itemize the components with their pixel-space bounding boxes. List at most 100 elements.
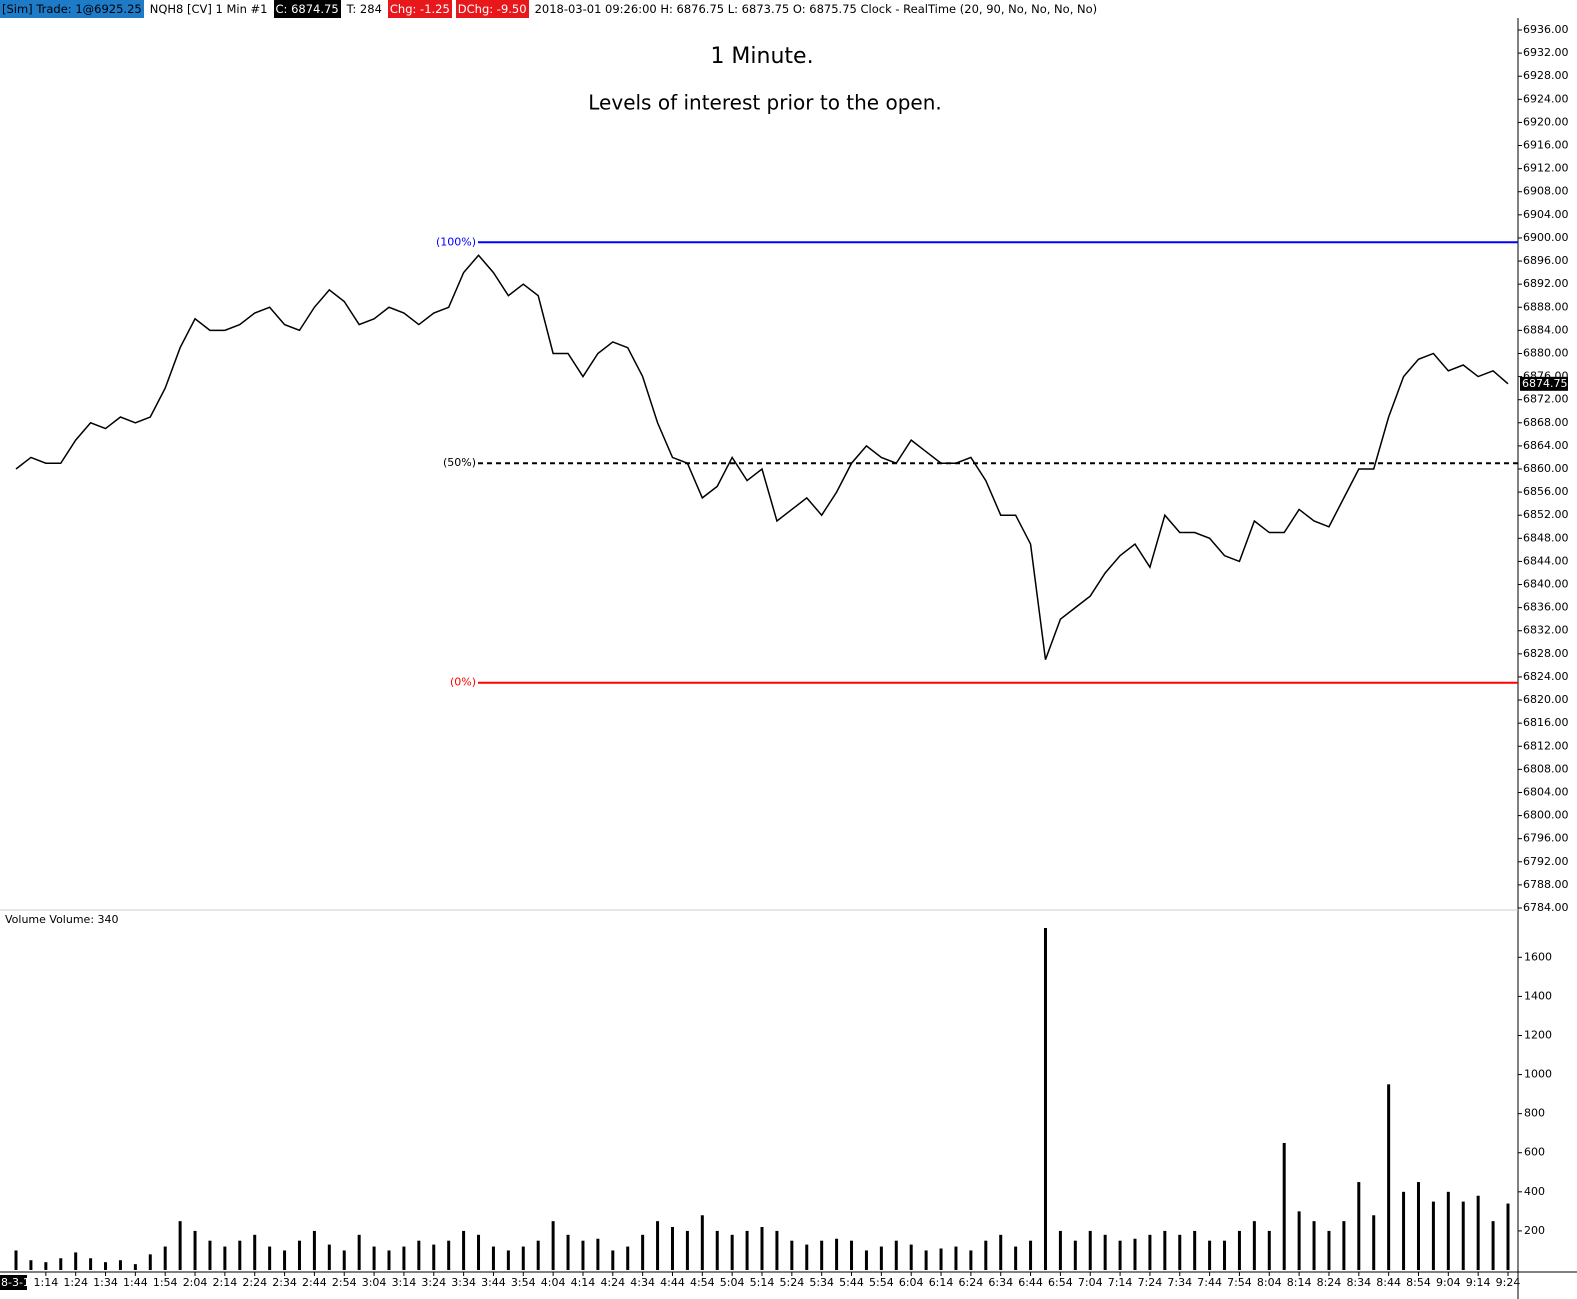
volume-bar bbox=[790, 1240, 794, 1270]
y-tick-label: 6812.00 bbox=[1523, 739, 1569, 752]
y-tick-label: 6888.00 bbox=[1523, 300, 1569, 313]
y-tick-label: 6920.00 bbox=[1523, 115, 1569, 128]
y-tick-label: 6848.00 bbox=[1523, 531, 1569, 544]
y-tick-label: 6816.00 bbox=[1523, 716, 1569, 729]
x-tick-label: 7:34 bbox=[1167, 1276, 1192, 1289]
volume-bar bbox=[641, 1234, 645, 1270]
volume-bar bbox=[432, 1244, 436, 1270]
volume-bar bbox=[387, 1250, 391, 1270]
x-tick-label: 9:04 bbox=[1436, 1276, 1461, 1289]
volume-bar bbox=[477, 1234, 481, 1270]
y-tick-label: 6932.00 bbox=[1523, 46, 1569, 59]
y-tick-label: 1400 bbox=[1524, 989, 1552, 1002]
volume-bar bbox=[402, 1246, 406, 1270]
x-tick-label: 7:04 bbox=[1078, 1276, 1103, 1289]
volume-bar bbox=[268, 1246, 272, 1270]
level-label: (100%) bbox=[436, 235, 476, 248]
volume-bar bbox=[1014, 1246, 1018, 1270]
y-tick-label: 6852.00 bbox=[1523, 508, 1569, 521]
volume-bar bbox=[685, 1230, 689, 1270]
volume-bar bbox=[163, 1246, 167, 1270]
volume-bar bbox=[805, 1244, 809, 1270]
x-tick-label: 7:54 bbox=[1227, 1276, 1252, 1289]
volume-bar bbox=[491, 1246, 495, 1270]
volume-bar bbox=[1416, 1182, 1420, 1270]
volume-bar bbox=[850, 1240, 854, 1270]
level-label: (0%) bbox=[450, 676, 476, 689]
x-tick-label: 6:34 bbox=[988, 1276, 1013, 1289]
y-tick-label: 200 bbox=[1524, 1224, 1545, 1237]
volume-bar bbox=[521, 1246, 525, 1270]
volume-bar bbox=[1446, 1191, 1450, 1270]
volume-label: Volume Volume: 340 bbox=[5, 913, 119, 926]
y-tick-label: 600 bbox=[1524, 1146, 1545, 1159]
volume-bar bbox=[1223, 1240, 1227, 1270]
x-tick-label: 1:24 bbox=[63, 1276, 88, 1289]
volume-bar bbox=[104, 1262, 108, 1270]
x-tick-label: 6:24 bbox=[959, 1276, 984, 1289]
volume-bar bbox=[1178, 1234, 1182, 1270]
x-tick-label: 4:34 bbox=[630, 1276, 655, 1289]
x-tick-label: 4:04 bbox=[541, 1276, 566, 1289]
x-tick-label: 5:14 bbox=[750, 1276, 775, 1289]
volume-bar bbox=[1163, 1230, 1167, 1270]
x-tick-label: 8:04 bbox=[1257, 1276, 1282, 1289]
volume-bar bbox=[1491, 1221, 1495, 1270]
volume-bar bbox=[760, 1227, 764, 1270]
volume-bar bbox=[894, 1240, 898, 1270]
x-tick-label: 6:54 bbox=[1048, 1276, 1073, 1289]
x-tick-label: 9:14 bbox=[1466, 1276, 1491, 1289]
volume-bar bbox=[939, 1248, 943, 1270]
y-tick-label: 800 bbox=[1524, 1107, 1545, 1120]
y-tick-label: 6784.00 bbox=[1523, 901, 1569, 914]
x-tick-label: 7:14 bbox=[1108, 1276, 1133, 1289]
volume-bar bbox=[506, 1250, 510, 1270]
y-tick-label: 6896.00 bbox=[1523, 254, 1569, 267]
x-tick-label: 6:14 bbox=[929, 1276, 954, 1289]
y-tick-label: 6832.00 bbox=[1523, 624, 1569, 637]
volume-bar bbox=[283, 1250, 287, 1270]
volume-bar bbox=[1118, 1240, 1122, 1270]
y-tick-label: 6924.00 bbox=[1523, 92, 1569, 105]
y-tick-label: 6900.00 bbox=[1523, 231, 1569, 244]
volume-bar bbox=[581, 1240, 585, 1270]
y-tick-label: 6808.00 bbox=[1523, 762, 1569, 775]
volume-bar bbox=[1387, 1084, 1391, 1270]
volume-bar bbox=[462, 1230, 466, 1270]
volume-bar bbox=[118, 1260, 122, 1270]
volume-bar bbox=[342, 1250, 346, 1270]
y-tick-label: 6872.00 bbox=[1523, 393, 1569, 406]
x-tick-label: 1:14 bbox=[33, 1276, 58, 1289]
x-tick-label: 4:44 bbox=[660, 1276, 685, 1289]
x-tick-label: 7:44 bbox=[1197, 1276, 1222, 1289]
volume-bar bbox=[1148, 1234, 1152, 1270]
y-tick-label: 6844.00 bbox=[1523, 554, 1569, 567]
volume-bar bbox=[1476, 1195, 1480, 1270]
x-tick-label: 1:44 bbox=[123, 1276, 148, 1289]
y-tick-label: 6820.00 bbox=[1523, 693, 1569, 706]
x-tick-label: 3:24 bbox=[421, 1276, 446, 1289]
level-label: (50%) bbox=[443, 456, 476, 469]
volume-bar bbox=[1029, 1240, 1033, 1270]
y-tick-label: 6856.00 bbox=[1523, 485, 1569, 498]
volume-bar bbox=[1357, 1182, 1361, 1270]
volume-bar bbox=[566, 1234, 570, 1270]
volume-bar bbox=[999, 1234, 1003, 1270]
header-field: NQH8 [CV] 1 Min #1 bbox=[149, 2, 268, 16]
y-tick-label: 6792.00 bbox=[1523, 855, 1569, 868]
volume-bar bbox=[193, 1230, 197, 1270]
y-tick-label: 6892.00 bbox=[1523, 277, 1569, 290]
volume-bar bbox=[208, 1240, 212, 1270]
x-tick-label: 5:24 bbox=[779, 1276, 804, 1289]
y-tick-label: 6800.00 bbox=[1523, 809, 1569, 822]
volume-bar bbox=[1297, 1211, 1301, 1270]
x-tick-label: 5:04 bbox=[720, 1276, 745, 1289]
volume-bar bbox=[984, 1240, 988, 1270]
volume-bar bbox=[1282, 1142, 1286, 1270]
x-tick-label: 7:24 bbox=[1138, 1276, 1163, 1289]
volume-bar bbox=[1252, 1221, 1256, 1270]
last-price-label: 6874.75 bbox=[1522, 377, 1568, 390]
volume-bar bbox=[715, 1230, 719, 1270]
y-tick-label: 6880.00 bbox=[1523, 346, 1569, 359]
